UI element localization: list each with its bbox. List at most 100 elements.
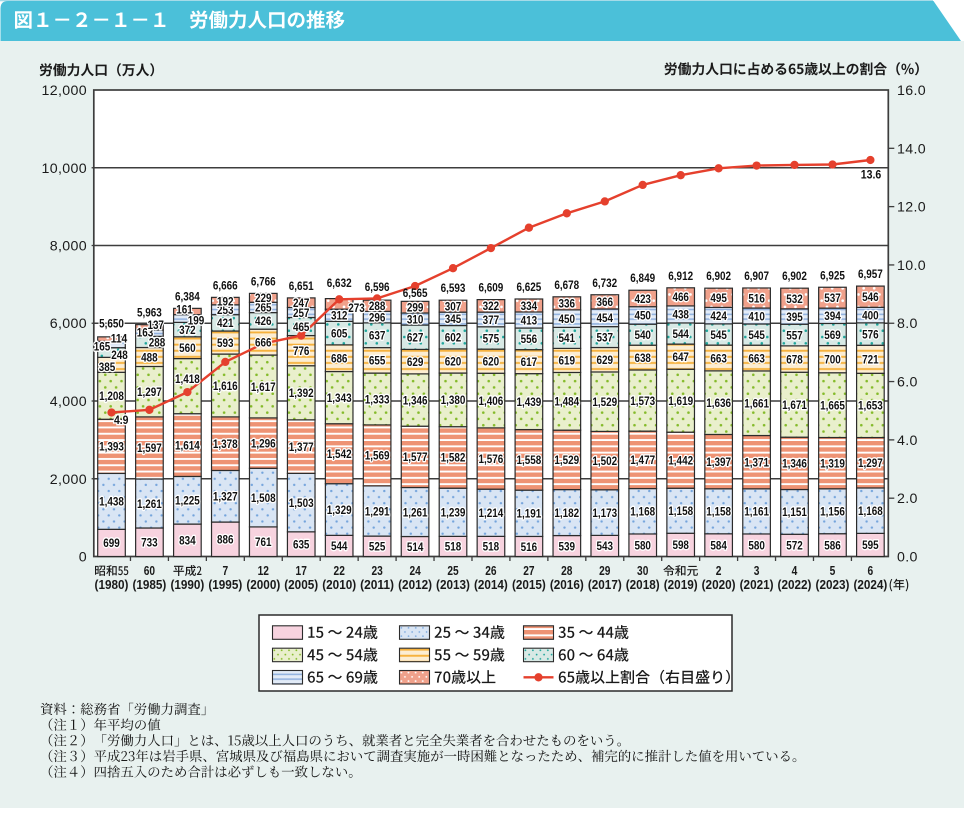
svg-text:454: 454 [597,311,614,325]
svg-text:1,406: 1,406 [479,394,504,408]
svg-text:1,377: 1,377 [289,440,314,454]
svg-text:6,632: 6,632 [327,276,352,290]
svg-text:1,343: 1,343 [327,391,352,405]
svg-text:5: 5 [830,564,836,578]
svg-text:6,957: 6,957 [858,267,883,281]
svg-text:1,156: 1,156 [820,505,845,519]
svg-text:8.0: 8.0 [897,316,918,332]
svg-text:1,418: 1,418 [175,372,200,386]
svg-text:(1985): (1985) [132,578,166,592]
svg-text:6,902: 6,902 [782,269,807,283]
svg-text:395: 395 [786,310,803,324]
svg-text:663: 663 [710,351,727,365]
svg-text:28: 28 [561,564,572,578]
svg-text:2,000: 2,000 [50,472,87,488]
svg-text:(2019): (2019) [664,578,698,592]
svg-text:(2021): (2021) [740,578,774,592]
svg-text:299: 299 [407,301,424,315]
svg-text:257: 257 [293,306,310,320]
svg-text:(2017): (2017) [588,578,622,592]
svg-text:663: 663 [748,351,765,365]
svg-text:1,346: 1,346 [403,393,428,407]
svg-text:886: 886 [217,533,234,547]
svg-text:288: 288 [149,336,166,350]
svg-text:627: 627 [407,331,424,345]
svg-text:540: 540 [634,328,651,342]
svg-text:1,653: 1,653 [858,399,883,413]
svg-text:(1995): (1995) [208,578,242,592]
svg-text:666: 666 [255,335,272,349]
svg-text:400: 400 [862,308,879,322]
svg-text:8,000: 8,000 [50,239,87,255]
svg-text:580: 580 [634,539,651,553]
svg-text:1,182: 1,182 [554,506,579,520]
svg-text:25: 25 [447,564,458,578]
svg-text:3: 3 [754,564,760,578]
svg-text:(2005): (2005) [284,578,318,592]
svg-text:26: 26 [485,564,496,578]
svg-text:545: 545 [748,328,765,342]
svg-text:546: 546 [862,290,879,304]
svg-text:1,576: 1,576 [479,452,504,466]
svg-text:1,616: 1,616 [213,379,238,393]
svg-text:776: 776 [293,344,310,358]
svg-text:569: 569 [824,328,841,342]
svg-text:556: 556 [521,332,538,346]
svg-text:557: 557 [786,328,803,342]
svg-text:1,569: 1,569 [365,449,390,463]
svg-text:296: 296 [369,310,386,324]
svg-text:1,239: 1,239 [441,506,466,520]
svg-text:13.6: 13.6 [861,167,882,181]
svg-text:1,191: 1,191 [517,507,542,521]
svg-text:1,617: 1,617 [251,380,276,394]
svg-text:629: 629 [597,353,614,367]
svg-text:4,000: 4,000 [50,394,87,410]
svg-text:421: 421 [217,316,234,330]
svg-text:6,609: 6,609 [479,281,504,295]
svg-text:1,442: 1,442 [668,454,693,468]
svg-text:6,593: 6,593 [441,281,466,295]
svg-text:29: 29 [599,564,610,578]
svg-text:229: 229 [255,291,272,305]
svg-text:14.0: 14.0 [897,141,926,157]
svg-text:602: 602 [445,331,462,345]
svg-text:(2018): (2018) [626,578,660,592]
svg-text:655: 655 [369,354,386,368]
svg-text:637: 637 [369,329,386,343]
svg-text:(1980): (1980) [95,578,129,592]
svg-text:(2020): (2020) [702,578,736,592]
svg-text:(2011): (2011) [360,578,394,592]
svg-text:1,665: 1,665 [820,398,845,412]
svg-text:16.0: 16.0 [897,83,926,99]
svg-text:1,333: 1,333 [365,392,390,406]
svg-text:310: 310 [407,312,424,326]
svg-text:1,261: 1,261 [403,505,428,519]
svg-text:595: 595 [862,538,879,552]
svg-text:438: 438 [672,308,689,322]
svg-text:450: 450 [559,312,576,326]
svg-text:1,327: 1,327 [213,490,238,504]
svg-text:322: 322 [483,299,500,313]
svg-text:288: 288 [369,299,386,313]
svg-text:5,650: 5,650 [99,317,124,331]
svg-text:1,558: 1,558 [517,453,542,467]
svg-text:4.0: 4.0 [897,433,918,449]
svg-text:413: 413 [521,313,538,327]
svg-text:(2013): (2013) [436,578,470,592]
svg-text:334: 334 [521,299,538,313]
svg-text:424: 424 [710,309,727,323]
svg-text:1,161: 1,161 [744,505,769,519]
svg-text:6.0: 6.0 [897,375,918,391]
svg-text:1,614: 1,614 [175,438,200,452]
svg-text:635: 635 [293,538,310,552]
svg-text:(2023): (2023) [816,578,850,592]
svg-text:1,636: 1,636 [706,396,731,410]
svg-text:1,597: 1,597 [137,441,162,455]
svg-text:629: 629 [407,355,424,369]
svg-text:514: 514 [407,540,424,554]
svg-text:1,151: 1,151 [782,505,807,519]
svg-text:161: 161 [176,302,193,316]
svg-text:192: 192 [217,294,234,308]
svg-text:586: 586 [824,538,841,552]
svg-text:1,291: 1,291 [365,504,390,518]
